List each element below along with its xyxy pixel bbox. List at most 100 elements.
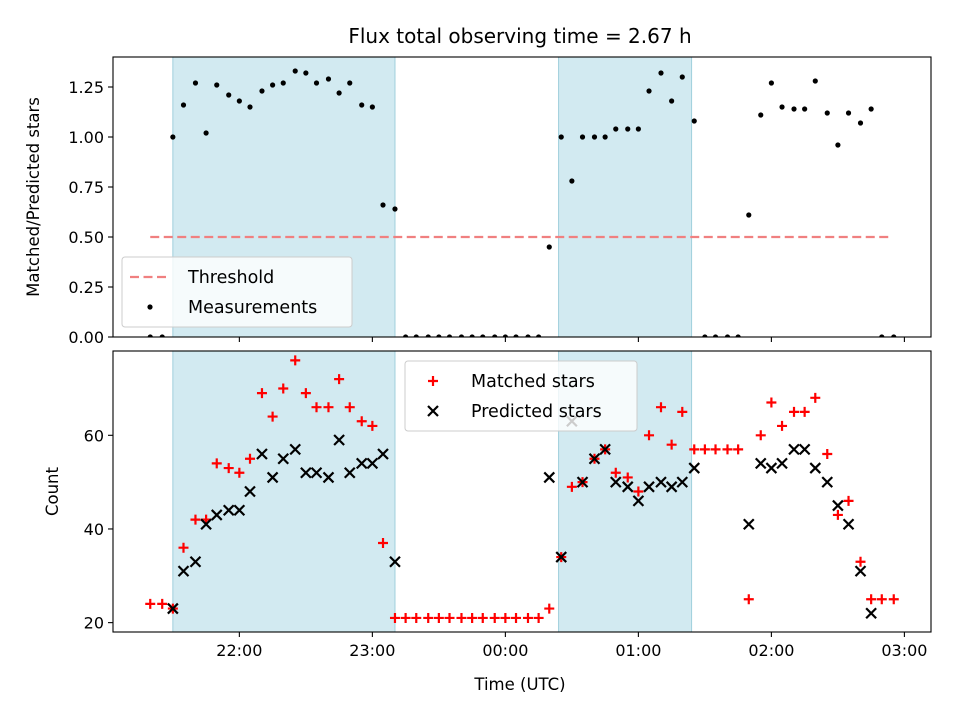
predicted-star-point	[177, 565, 190, 577]
matched-star-point	[866, 594, 877, 605]
measurement-point	[812, 78, 818, 84]
measurement-point	[203, 130, 209, 136]
x-tick-label: 00:00	[482, 641, 528, 660]
measurement-point	[758, 112, 764, 118]
predicted-star-point	[210, 509, 223, 521]
measurement-point	[436, 334, 442, 337]
predicted-star-point	[233, 504, 246, 517]
predicted-star-point	[821, 476, 834, 488]
matched-star-point	[234, 467, 245, 478]
predicted-star-point	[632, 495, 645, 507]
matched-star-point	[822, 449, 833, 460]
matched-star-point	[666, 439, 677, 450]
matched-star-point	[356, 416, 367, 427]
predicted-star-point	[555, 551, 568, 563]
matched-star-point	[888, 594, 899, 605]
matched-star-point	[633, 486, 644, 497]
matched-star-point	[755, 430, 766, 441]
predicted-star-point	[266, 471, 279, 484]
y-tick-label: 1.25	[68, 78, 104, 97]
matched-star-point	[178, 542, 189, 553]
predicted-star-point	[621, 481, 634, 493]
predicted-star-point	[389, 555, 401, 568]
measurement-point	[446, 334, 453, 337]
measurement-point	[558, 134, 564, 140]
y-tick-label: 60	[84, 426, 104, 445]
legend-marker-plus	[428, 376, 438, 386]
predicted-star-point	[322, 471, 335, 484]
measurement-point	[679, 74, 685, 80]
predicted-star-point	[366, 457, 379, 470]
measurement-point	[502, 334, 508, 337]
matched-star-point	[489, 612, 500, 623]
legend-label: Predicted stars	[471, 402, 602, 422]
matched-star-point	[211, 458, 222, 469]
y-axis-label: Count	[43, 466, 62, 516]
predicted-star-point	[167, 602, 179, 615]
measurement-point	[546, 244, 552, 250]
measurement-point	[579, 134, 586, 140]
ratio-panel: 0.00 0.25 0.50 0.75 1.00 1.25 Matched/Predicte…	[24, 56, 932, 347]
measurement-point	[536, 334, 542, 337]
matched-star-point	[278, 383, 289, 394]
measurement-point	[845, 110, 852, 116]
measurement-point	[768, 80, 774, 86]
measurement-point	[746, 212, 752, 218]
y-tick-label: 0.00	[68, 328, 104, 347]
measurement-point	[513, 334, 519, 337]
predicted-star-point	[676, 476, 689, 488]
y-tick-label: 1.00	[68, 128, 104, 147]
predicted-star-point	[809, 462, 822, 474]
predicted-star-point	[355, 457, 368, 470]
chart-title: Flux total observing time = 2.67 h	[348, 24, 691, 48]
predicted-star-point	[765, 462, 778, 474]
matched-star-point	[533, 612, 544, 623]
measurement-point	[458, 334, 465, 337]
measurement-point	[702, 334, 708, 337]
matched-star-point	[290, 355, 301, 366]
measurement-point	[369, 104, 375, 110]
measurement-point	[613, 126, 619, 132]
measurement-point	[303, 70, 309, 76]
matched-star-point	[190, 514, 201, 525]
measurement-point	[625, 126, 631, 132]
x-tick-label: 03:00	[881, 641, 927, 660]
legend-marker-dot	[147, 304, 153, 310]
measurement-point	[635, 126, 641, 132]
legend-label: Matched stars	[471, 372, 595, 392]
predicted-star-point	[854, 565, 867, 577]
measurement-point	[658, 70, 664, 76]
legend: Threshold Measurements	[121, 256, 353, 328]
matched-star-point	[710, 444, 721, 455]
predicted-star-point	[643, 481, 655, 493]
measurement-point	[192, 80, 199, 86]
predicted-star-point	[599, 443, 611, 456]
measurement-point	[891, 334, 897, 337]
predicted-star-point	[377, 448, 389, 460]
x-tick-label: 23:00	[349, 641, 395, 660]
matched-star-point	[378, 538, 389, 549]
plot-frame	[112, 56, 932, 338]
measurement-point	[791, 106, 797, 112]
matched-star-point	[522, 612, 533, 623]
series-measurements	[147, 68, 897, 337]
predicted-star-point	[300, 466, 312, 479]
measurement-point	[380, 202, 386, 208]
matched-star-point	[444, 612, 455, 623]
x-tick-label: 01:00	[615, 641, 661, 660]
predicted-star-point	[189, 555, 202, 568]
matched-star-point	[511, 612, 522, 623]
predicted-star-point	[244, 485, 256, 498]
matched-star-point	[655, 402, 666, 413]
measurement-point	[347, 80, 353, 86]
predicted-star-point	[588, 452, 601, 465]
measurement-point	[591, 134, 598, 140]
measurement-point	[214, 82, 220, 88]
measurement-point	[270, 82, 276, 88]
predicted-star-point	[256, 448, 268, 460]
matched-star-point	[843, 495, 854, 506]
legend-label: Threshold	[187, 268, 274, 288]
predicted-star-point	[222, 504, 235, 517]
observing-window-band	[558, 57, 692, 337]
